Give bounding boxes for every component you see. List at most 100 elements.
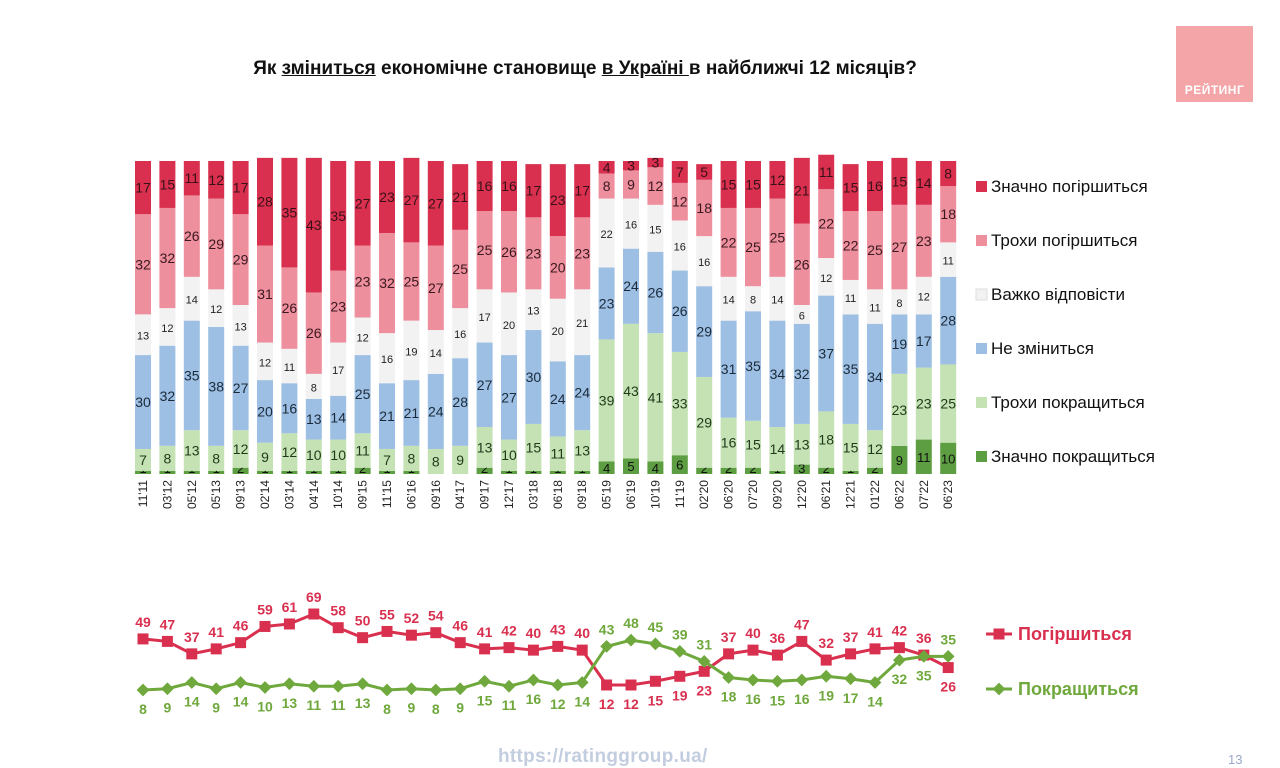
bar-value-label: 15 — [745, 176, 761, 192]
x-tick-label: 05'12 — [185, 480, 199, 509]
bar-segment-sig_better — [403, 470, 420, 474]
bar-segment-sig_worse — [281, 157, 298, 268]
x-tick-label: 03'14 — [282, 480, 296, 509]
bar-segment-sl_worse — [208, 198, 225, 290]
line-value-label: 8 — [432, 701, 440, 717]
line-value-label: 58 — [330, 603, 346, 619]
bar-value-label: 6 — [799, 310, 805, 322]
line-marker-diamond — [478, 674, 491, 688]
line-legend-label-line_better: Покращиться — [1018, 679, 1139, 699]
line-value-label: 37 — [843, 629, 859, 645]
bar-segment-sig_worse — [574, 164, 591, 218]
line-marker-square — [332, 622, 344, 634]
x-tick-label: 06'23 — [941, 480, 955, 509]
x-tick-label: 03'18 — [526, 480, 540, 509]
line-value-label: 18 — [721, 689, 737, 705]
bar-value-label: 28 — [452, 394, 468, 410]
bar-segment-sl_better — [940, 364, 957, 443]
x-tick-label: 06'16 — [404, 480, 418, 509]
line-marker-square — [747, 644, 759, 656]
bar-value-label: 43 — [623, 383, 639, 399]
bar-segment-nochange — [427, 373, 444, 449]
line-value-label: 8 — [139, 701, 147, 717]
bar-segment-sl_worse — [379, 232, 395, 334]
line-value-label: 9 — [408, 700, 416, 716]
bar-segment-sig_better — [818, 467, 835, 474]
bar-value-label: 13 — [527, 306, 539, 318]
legend-swatch-nochange — [976, 343, 987, 354]
bar-segment-sig_worse — [257, 157, 273, 246]
bar-value-label: 16 — [381, 354, 393, 366]
bar-segment-sig_worse — [720, 161, 737, 208]
line-series-line_better — [142, 638, 949, 692]
line-value-label: 37 — [721, 629, 737, 645]
bar-segment-hard — [452, 308, 469, 359]
line-marker-square — [796, 635, 808, 647]
bar-segment-sig_worse — [354, 161, 371, 246]
bar-segment-sl_worse — [427, 245, 444, 331]
line-marker-square — [308, 608, 320, 620]
bar-segment-sig_better — [281, 470, 298, 474]
line-marker-diamond — [136, 683, 150, 697]
line-marker-square — [771, 649, 783, 661]
line-legend-label-line_worse: Погіршиться — [1018, 624, 1132, 644]
bar-segment-sig_worse — [379, 161, 395, 233]
bar-value-label: 26 — [648, 284, 664, 300]
legend-swatch-sl_worse — [976, 235, 987, 246]
bar-value-label: 26 — [794, 256, 810, 272]
website-link[interactable]: https://ratinggroup.ua/ — [498, 746, 708, 767]
bar-segment-hard — [769, 276, 786, 321]
bar-value-label: 23 — [550, 192, 566, 208]
bar-segment-sl_better — [257, 442, 273, 471]
bar-segment-hard — [232, 304, 249, 346]
x-tick-label: 07'20 — [746, 480, 760, 509]
legend-swatch-sig_better — [976, 451, 987, 462]
x-tick-label: 05'13 — [209, 480, 223, 509]
bar-segment-sl_worse — [525, 217, 542, 290]
line-marker-diamond — [746, 673, 760, 687]
bar-segment-nochange — [208, 326, 225, 446]
bar-segment-sig_worse — [330, 161, 347, 271]
bar-segment-hard — [671, 220, 688, 271]
bar-segment-nochange — [818, 295, 835, 412]
bar-segment-nochange — [403, 380, 420, 446]
bar-value-label: 21 — [404, 405, 420, 421]
bar-value-label: 24 — [574, 385, 590, 401]
bar-segment-sl_worse — [720, 207, 737, 277]
bar-segment-sig_worse — [598, 161, 615, 174]
bar-segment-sl_worse — [354, 245, 371, 318]
line-marker-diamond — [380, 683, 394, 697]
bar-segment-nochange — [379, 383, 395, 449]
line-value-label: 40 — [526, 625, 542, 641]
bar-value-label: 20 — [550, 259, 566, 275]
bar-value-label: 23 — [916, 396, 932, 412]
bar-segment-hard — [208, 289, 225, 327]
bar-value-label: 8 — [944, 166, 952, 182]
bar-value-label: 2 — [359, 461, 366, 476]
bar-value-label: 11 — [869, 303, 880, 315]
bar-segment-sl_better — [330, 439, 347, 471]
bar-segment-nochange — [915, 314, 932, 368]
bar-value-label: 28 — [257, 194, 273, 210]
bar-value-label: 26 — [282, 300, 298, 316]
legend-swatch-hard — [975, 288, 988, 301]
bar-segment-sl_worse — [159, 207, 176, 309]
bar-value-label: 3 — [798, 461, 805, 476]
bar-value-label: 35 — [184, 367, 200, 383]
line-value-label: 55 — [379, 606, 395, 622]
bar-segment-nochange — [452, 358, 469, 446]
bar-value-label: 11 — [355, 443, 370, 459]
bar-segment-sl_worse — [915, 204, 932, 277]
bar-segment-sl_worse — [232, 214, 249, 305]
bar-value-label: 17 — [574, 183, 590, 199]
bar-value-label: 15 — [160, 176, 176, 192]
x-tick-label: 04'14 — [307, 480, 321, 509]
bar-value-label: 10 — [941, 451, 955, 466]
bar-value-label: 31 — [721, 361, 737, 377]
bar-segment-sl_better — [427, 448, 444, 474]
line-value-label: 47 — [160, 616, 176, 632]
bar-segment-hard — [891, 289, 908, 315]
legend-label-hard: Важко відповісти — [991, 285, 1125, 304]
bar-value-label: 26 — [184, 228, 200, 244]
bar-segment-sl_better — [891, 373, 908, 446]
